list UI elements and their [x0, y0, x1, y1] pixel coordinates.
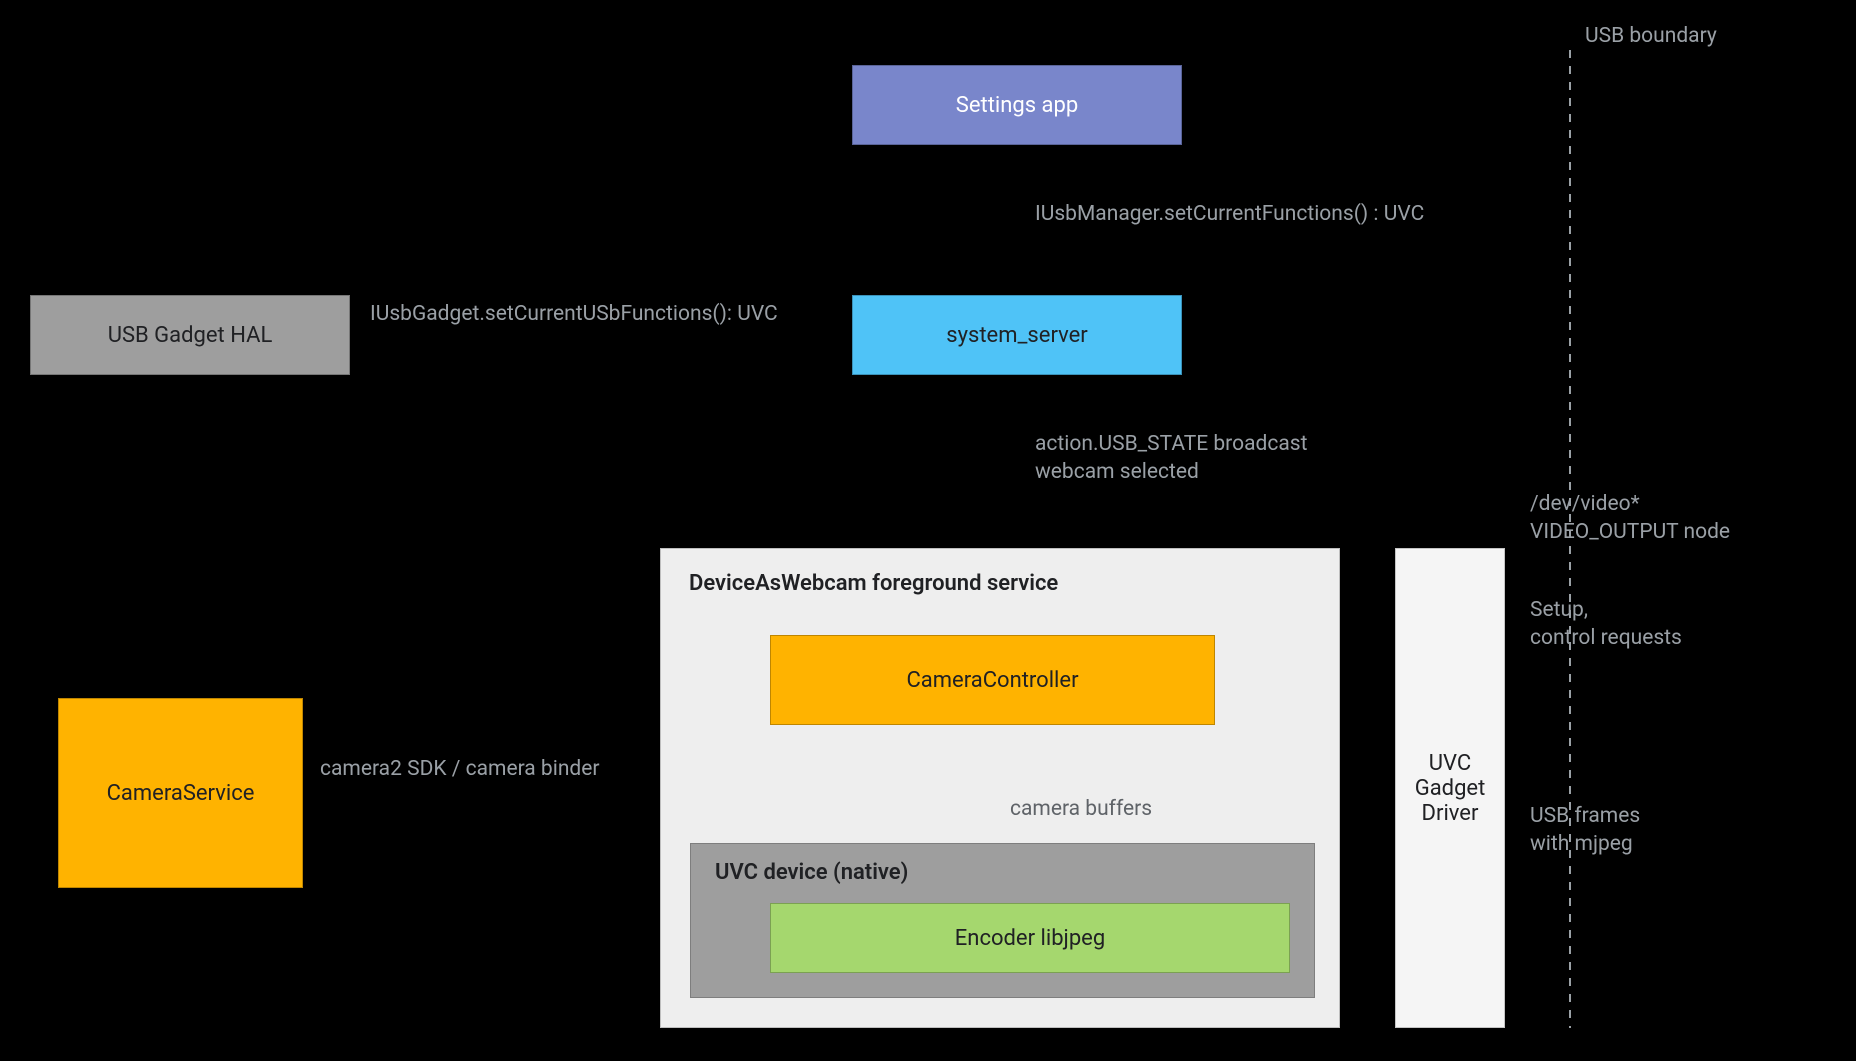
- label-usb-state: action.USB_STATE broadcast webcam select…: [1035, 430, 1307, 487]
- uvc-driver-label: UVC Gadget Driver: [1410, 751, 1490, 826]
- node-usb-gadget-hal: USB Gadget HAL: [30, 295, 350, 375]
- label-dev-video: /dev/video* VIDEO_OUTPUT node: [1530, 490, 1730, 547]
- node-uvc-gadget-driver: UVC Gadget Driver: [1395, 548, 1505, 1028]
- label-iusbmanager: IUsbManager.setCurrentFunctions() : UVC: [1035, 200, 1424, 228]
- label-usb-boundary: USB boundary: [1585, 22, 1717, 50]
- label-usb-frames: USB frames with mjpeg: [1530, 802, 1640, 859]
- node-settings-app: Settings app: [852, 65, 1182, 145]
- label-camera2-sdk: camera2 SDK / camera binder: [320, 755, 600, 783]
- node-system-server: system_server: [852, 295, 1182, 375]
- label-camera-buffers: camera buffers: [1010, 795, 1152, 823]
- label-setup-control: Setup, control requests: [1530, 596, 1682, 653]
- title-deviceaswebcam: DeviceAsWebcam foreground service: [689, 571, 1058, 596]
- title-uvc-native: UVC device (native): [715, 860, 908, 885]
- node-camera-service: CameraService: [58, 698, 303, 888]
- label-iusbgadget: IUsbGadget.setCurrentUSbFunctions(): UVC: [370, 300, 778, 328]
- node-camera-controller: CameraController: [770, 635, 1215, 725]
- node-encoder: Encoder libjpeg: [770, 903, 1290, 973]
